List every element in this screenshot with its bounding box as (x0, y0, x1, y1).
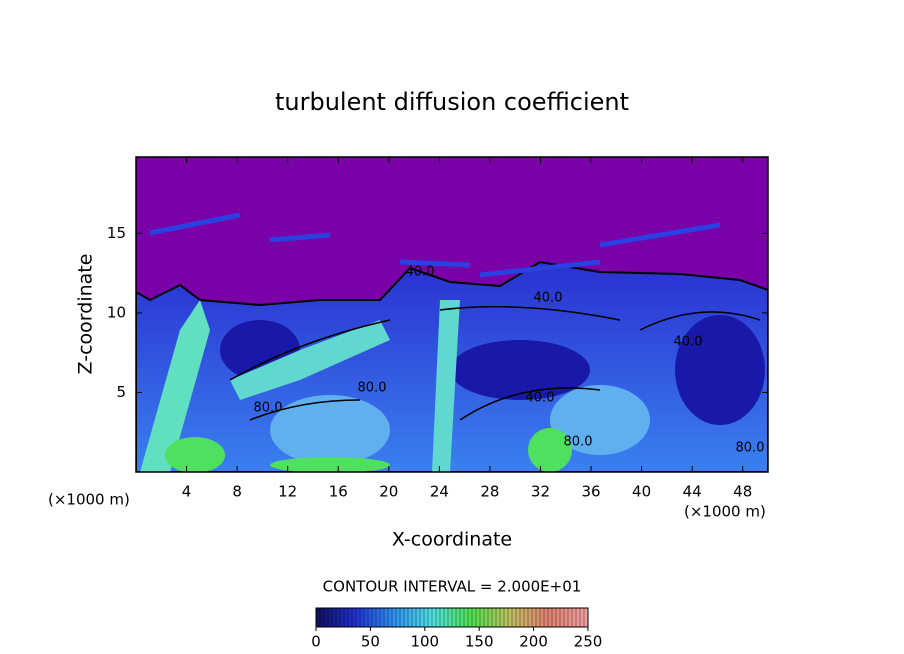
x-axis-label: X-coordinate (392, 529, 512, 551)
contour-label: 40.0 (406, 265, 435, 280)
contour-label: 80.0 (358, 381, 387, 396)
x-tick-label: 44 (683, 483, 702, 501)
contour-field (136, 157, 768, 472)
x-tick-label: 8 (232, 483, 242, 501)
contour-label: 80.0 (736, 441, 765, 456)
contour-label: 40.0 (674, 335, 703, 350)
x-unit: (×1000 m) (48, 491, 130, 509)
x-tick-label: 16 (329, 483, 348, 501)
y-tick-label: 10 (107, 303, 126, 321)
colorbar-tick-label: 250 (574, 633, 603, 651)
x-tick-label: 28 (480, 483, 499, 501)
colorbar-tick-label: 150 (465, 633, 494, 651)
contour-label: 80.0 (564, 435, 593, 450)
contour-label: 40.0 (534, 291, 563, 306)
contour-label: 80.0 (254, 401, 283, 416)
x-tick-label: 40 (632, 483, 651, 501)
x-tick-label: 24 (430, 483, 449, 501)
y-tick-label: 5 (116, 383, 126, 401)
x-tick-label: 12 (278, 483, 297, 501)
x-tick-label: 20 (379, 483, 398, 501)
contour-label: 40.0 (526, 391, 555, 406)
colorbar-tick-label: 200 (519, 633, 548, 651)
chart-title: turbulent diffusion coefficient (275, 88, 629, 116)
y-tick-label: 15 (107, 224, 126, 242)
x-tick-label: 32 (531, 483, 550, 501)
plot-frame (135, 156, 769, 473)
colorbar-tick-label: 0 (311, 633, 321, 651)
colorbar-tick-label: 50 (361, 633, 380, 651)
x-unit: (×1000 m) (684, 503, 766, 521)
y-axis-label: Z-coordinate (75, 254, 97, 375)
x-tick-label: 48 (733, 483, 752, 501)
colorbar-tick-label: 100 (410, 633, 439, 651)
x-tick-label: 4 (182, 483, 192, 501)
x-tick-label: 36 (581, 483, 600, 501)
contour-interval: CONTOUR INTERVAL = 2.000E+01 (323, 578, 582, 596)
